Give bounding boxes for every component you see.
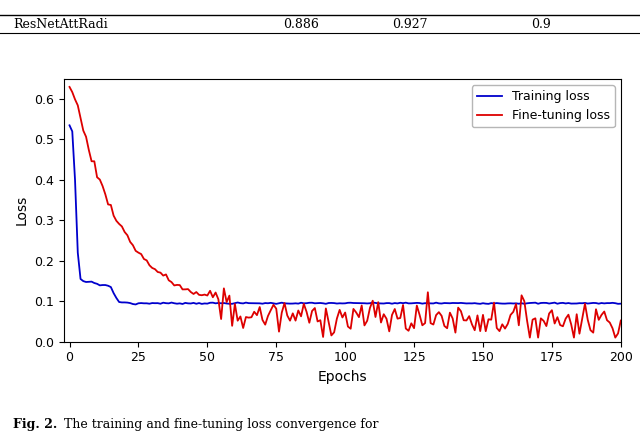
Training loss <box>66 123 74 128</box>
Training loss <box>300 301 308 306</box>
Fine-tuning loss <box>617 318 625 323</box>
Fine-tuning loss <box>267 307 275 313</box>
Training loss <box>617 301 625 306</box>
Text: 0.927: 0.927 <box>392 18 428 31</box>
Training loss <box>68 129 76 134</box>
Legend: Training loss, Fine-tuning loss: Training loss, Fine-tuning loss <box>472 85 614 127</box>
Fine-tuning loss <box>526 335 534 340</box>
Text: 0.9: 0.9 <box>531 18 551 31</box>
Fine-tuning loss <box>115 221 123 226</box>
Fine-tuning loss <box>297 314 305 319</box>
Training loss <box>115 300 123 305</box>
Fine-tuning loss <box>573 311 580 317</box>
X-axis label: Epochs: Epochs <box>317 370 367 384</box>
Text: Fig. 2.: Fig. 2. <box>13 418 57 431</box>
Text: ResNetAttRadi: ResNetAttRadi <box>13 18 108 31</box>
Line: Training loss: Training loss <box>70 125 621 304</box>
Y-axis label: Loss: Loss <box>15 195 29 226</box>
Training loss <box>366 300 374 306</box>
Fine-tuning loss <box>364 318 371 323</box>
Fine-tuning loss <box>68 89 76 95</box>
Line: Fine-tuning loss: Fine-tuning loss <box>70 87 621 338</box>
Training loss <box>573 301 580 306</box>
Training loss <box>269 301 277 306</box>
Text: 0.886: 0.886 <box>283 18 319 31</box>
Text: The training and fine-tuning loss convergence for: The training and fine-tuning loss conver… <box>64 418 378 431</box>
Training loss <box>132 302 140 307</box>
Fine-tuning loss <box>66 84 74 89</box>
